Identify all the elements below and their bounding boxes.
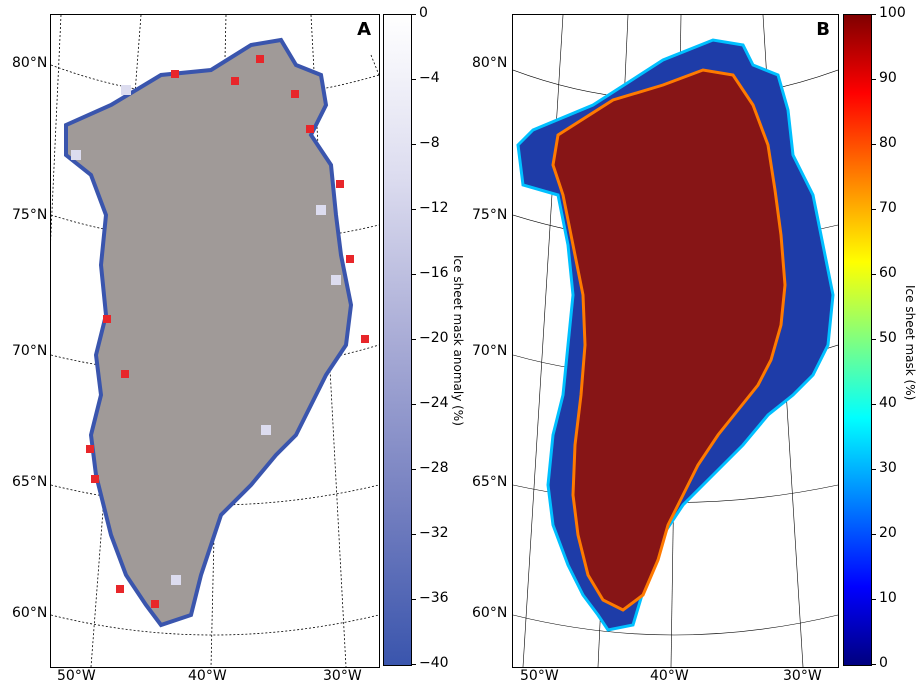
greenland-anomaly-map bbox=[51, 15, 379, 667]
lon-label: 40°W bbox=[188, 668, 227, 684]
lon-label: 50°W bbox=[57, 668, 96, 684]
anomaly-highlights bbox=[86, 55, 369, 608]
colorbar-tick-mark bbox=[411, 144, 416, 145]
colorbar-tick-label: 80 bbox=[879, 135, 897, 151]
lon-label: 50°W bbox=[520, 668, 559, 684]
colorbar-tick-mark bbox=[871, 404, 876, 405]
colorbar-tick-label: −8 bbox=[419, 135, 440, 151]
colorbar-tick-mark bbox=[871, 469, 876, 470]
lat-label: 70°N bbox=[12, 343, 48, 359]
colorbar-tick-mark bbox=[871, 144, 876, 145]
colorbar-tick-label: 10 bbox=[879, 590, 897, 606]
colorbar-tick-label: 50 bbox=[879, 330, 897, 346]
colorbar-tick-mark bbox=[411, 469, 416, 470]
colorbar-tick-label: 90 bbox=[879, 70, 897, 86]
colorbar-b bbox=[843, 14, 872, 666]
colorbar-tick-mark bbox=[411, 599, 416, 600]
panel-letter: A bbox=[357, 19, 371, 40]
colorbar-tick-label: −24 bbox=[419, 395, 449, 411]
lat-label: 60°N bbox=[12, 605, 48, 621]
lon-label: 30°W bbox=[323, 668, 362, 684]
lat-label: 65°N bbox=[12, 474, 48, 490]
colorbar-tick-mark bbox=[871, 209, 876, 210]
lat-label: 80°N bbox=[472, 55, 508, 71]
colorbar-tick-label: −4 bbox=[419, 70, 440, 86]
lat-label: 65°N bbox=[472, 474, 508, 490]
lon-label: 40°W bbox=[650, 668, 689, 684]
colorbar-tick-mark bbox=[411, 534, 416, 535]
colorbar-tick-mark bbox=[411, 79, 416, 80]
colorbar-tick-mark bbox=[871, 79, 876, 80]
ice-sheet-interior bbox=[551, 68, 787, 612]
lat-label: 60°N bbox=[472, 605, 508, 621]
colorbar-tick-label: −20 bbox=[419, 330, 449, 346]
colorbar-tick-label: 70 bbox=[879, 200, 897, 216]
colorbar-tick-label: 20 bbox=[879, 525, 897, 541]
colorbar-tick-mark bbox=[411, 339, 416, 340]
colorbar-tick-mark bbox=[411, 14, 416, 15]
colorbar-tick-mark bbox=[871, 14, 876, 15]
colorbar-tick-label: 0 bbox=[879, 655, 888, 671]
colorbar-tick-mark bbox=[411, 274, 416, 275]
colorbar-tick-mark bbox=[411, 404, 416, 405]
colorbar-tick-mark bbox=[871, 274, 876, 275]
colorbar-tick-label: 30 bbox=[879, 460, 897, 476]
colorbar-tick-label: −32 bbox=[419, 525, 449, 541]
colorbar-tick-label: −40 bbox=[419, 655, 449, 671]
colorbar-tick-mark bbox=[871, 664, 876, 665]
colorbar-tick-label: 60 bbox=[879, 265, 897, 281]
lon-label: 30°W bbox=[783, 668, 822, 684]
greenland-mask-map bbox=[513, 15, 838, 667]
colorbar-tick-mark bbox=[871, 534, 876, 535]
colorbar-tick-label: 100 bbox=[879, 5, 906, 21]
colorbar-tick-mark bbox=[411, 209, 416, 210]
colorbar-tick-mark bbox=[411, 664, 416, 665]
colorbar-tick-mark bbox=[871, 599, 876, 600]
colorbar-a-label: Ice sheet mask anomaly (%) bbox=[451, 255, 465, 426]
colorbar-a bbox=[383, 14, 412, 666]
colorbar-tick-mark bbox=[871, 339, 876, 340]
colorbar-tick-label: −28 bbox=[419, 460, 449, 476]
colorbar-tick-label: −36 bbox=[419, 590, 449, 606]
lat-label: 70°N bbox=[472, 343, 508, 359]
lat-label: 75°N bbox=[12, 207, 48, 223]
colorbar-tick-label: −12 bbox=[419, 200, 449, 216]
coastal-pixels bbox=[71, 85, 341, 585]
panel-b-map: B bbox=[512, 14, 839, 668]
colorbar-tick-label: 40 bbox=[879, 395, 897, 411]
panel-a-map: A bbox=[50, 14, 380, 668]
colorbar-tick-label: 0 bbox=[419, 5, 428, 21]
colorbar-tick-label: −16 bbox=[419, 265, 449, 281]
colorbar-b-label: Ice sheet mask (%) bbox=[903, 285, 917, 401]
panel-letter: B bbox=[816, 19, 830, 40]
lat-label: 75°N bbox=[472, 207, 508, 223]
lat-label: 80°N bbox=[12, 55, 48, 71]
